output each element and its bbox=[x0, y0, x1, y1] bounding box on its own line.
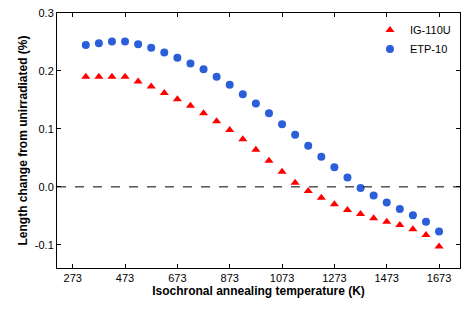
svg-text:0.1: 0.1 bbox=[39, 123, 54, 135]
svg-text:0.0: 0.0 bbox=[39, 181, 54, 193]
svg-text:873: 873 bbox=[221, 272, 239, 284]
svg-text:673: 673 bbox=[168, 272, 186, 284]
svg-text:1073: 1073 bbox=[270, 272, 294, 284]
svg-text:Isochronal annealing temperatu: Isochronal annealing temperature (K) bbox=[152, 284, 365, 298]
svg-text:IG-110U: IG-110U bbox=[410, 24, 451, 36]
svg-text:1273: 1273 bbox=[322, 272, 346, 284]
svg-text:1473: 1473 bbox=[374, 272, 398, 284]
svg-text:0.2: 0.2 bbox=[39, 65, 54, 77]
svg-text:Length change from unirradiate: Length change from unirradiated (%) bbox=[16, 35, 30, 245]
svg-text:ETP-10: ETP-10 bbox=[410, 43, 447, 55]
svg-text:273: 273 bbox=[64, 272, 82, 284]
svg-text:1673: 1673 bbox=[427, 272, 451, 284]
svg-text:0.3: 0.3 bbox=[39, 7, 54, 19]
svg-text:-0.1: -0.1 bbox=[35, 239, 54, 251]
svg-text:473: 473 bbox=[116, 272, 134, 284]
